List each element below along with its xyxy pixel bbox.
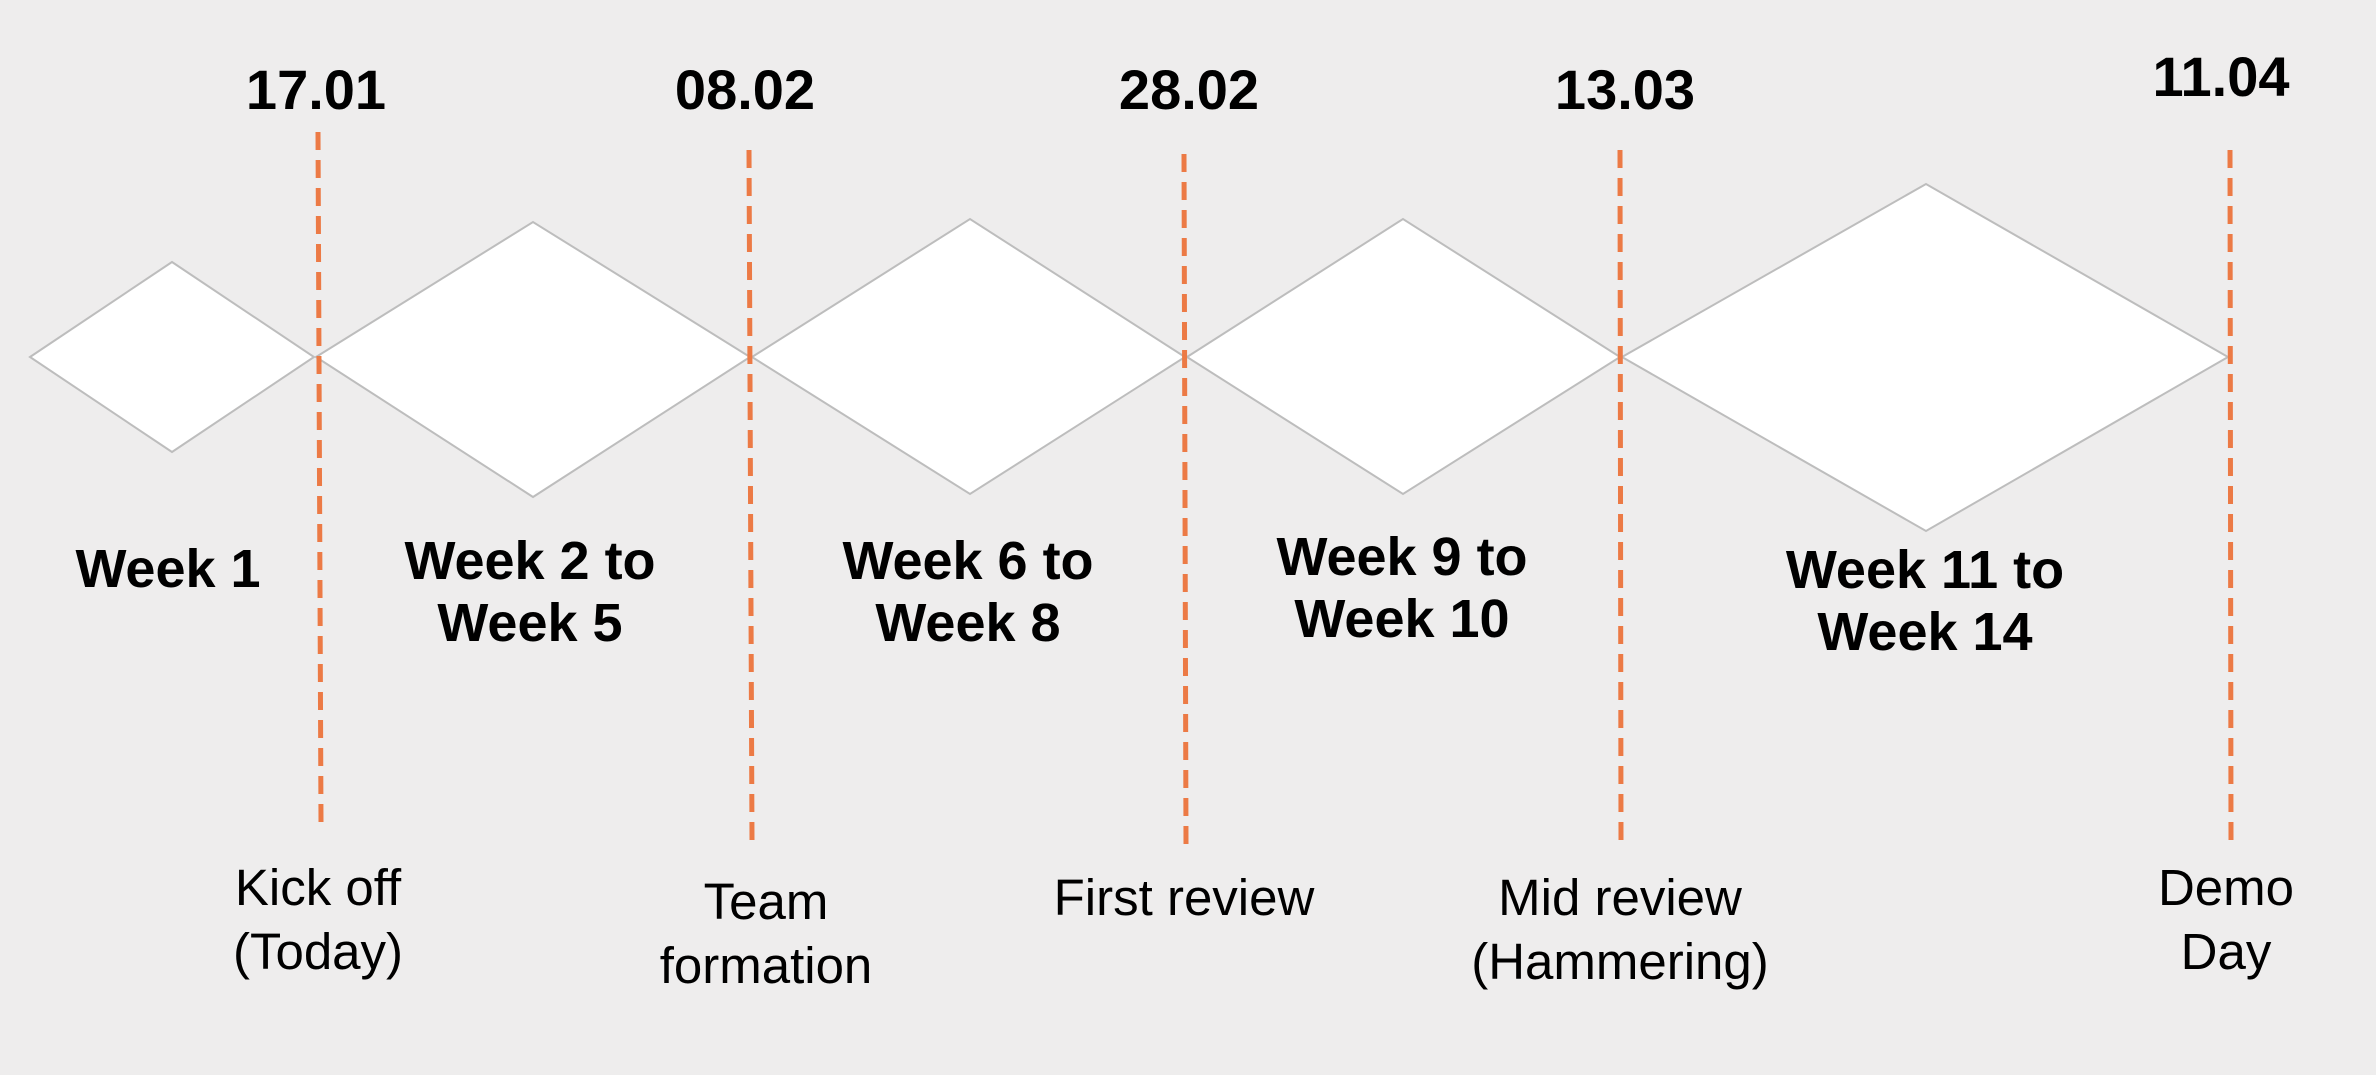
phase-label-line: Week 14: [1817, 602, 2033, 662]
milestone-label: Mid review (Hammering): [1471, 866, 1769, 994]
phase-label: Week 9 to Week 10: [1276, 526, 1527, 650]
milestone-label-line: First review: [1053, 869, 1315, 926]
phase-diamond: [1619, 182, 2231, 533]
phase-label-line: Week 11 to: [1785, 540, 2065, 600]
milestone-label-line: Team: [703, 873, 829, 930]
milestone-label-line: (Hammering): [1471, 933, 1769, 990]
phase-label-line: Week 10: [1294, 589, 1510, 649]
milestone-marker-line: [1617, 149, 1624, 841]
phase-diamond: [314, 220, 752, 499]
milestone-label: Team formation: [660, 870, 873, 998]
milestone-marker-line: [746, 149, 755, 841]
phase-label: Week 1: [75, 538, 260, 600]
phase-label: Week 11 to Week 14: [1786, 539, 2064, 663]
date-label: 11.04: [2152, 45, 2290, 108]
date-label: 17.01: [245, 58, 387, 121]
phase-label-line: Week 5: [437, 593, 623, 653]
date-label: 08.02: [674, 58, 816, 121]
milestone-label: Kick off (Today): [233, 856, 403, 984]
phase-label: Week 6 to Week 8: [842, 530, 1093, 654]
phase-label-line: Week 6 to: [842, 531, 1094, 591]
milestone-marker-line: [315, 131, 324, 823]
phase-label-line: Week 8: [875, 593, 1061, 653]
phase-diamond: [1185, 217, 1622, 496]
phase-diamond: [750, 217, 1187, 496]
milestone-marker-line: [2227, 149, 2234, 841]
phase-diamond: [28, 260, 316, 454]
milestone-label-line: Demo: [2157, 859, 2295, 916]
milestone-label-line: (Today): [232, 923, 404, 980]
milestone-label: First review: [1054, 866, 1315, 930]
milestone-label-line: Kick off: [234, 859, 402, 916]
phase-label-line: Week 9 to: [1276, 527, 1528, 587]
milestone-marker-line: [1181, 153, 1189, 845]
date-label: 13.03: [1554, 58, 1696, 121]
phase-label: Week 2 to Week 5: [404, 530, 655, 654]
milestone-label-line: formation: [659, 937, 873, 994]
milestone-label-line: Day: [2180, 923, 2272, 980]
phase-label-line: Week 2 to: [404, 531, 656, 591]
milestone-label: Demo Day: [2158, 856, 2294, 984]
milestone-label-line: Mid review: [1498, 869, 1742, 926]
phase-label-line: Week 1: [75, 539, 261, 599]
date-label: 28.02: [1118, 58, 1260, 121]
